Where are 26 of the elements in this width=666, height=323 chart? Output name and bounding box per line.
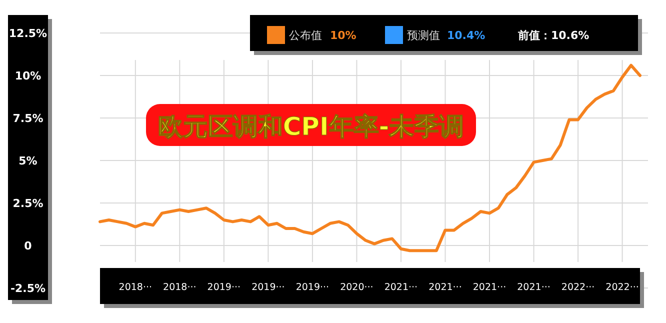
legend-label: 公布值 xyxy=(289,29,322,42)
text: 欧元区调和CPI年率-未季调 xyxy=(158,112,464,141)
annotation: 10% xyxy=(330,29,356,42)
x-tick-label: 2021··· xyxy=(472,282,506,293)
y-tick-label: 0 xyxy=(24,240,32,252)
x-tick-label: 2021··· xyxy=(517,282,550,293)
x-tick-label: 2020··· xyxy=(340,282,374,293)
annotation: 预测值 xyxy=(407,29,440,42)
x-tick-label: 2018··· xyxy=(118,282,152,293)
y-tick-label: 7.5% xyxy=(12,112,44,125)
y-tick-label: 12.5% xyxy=(8,27,48,40)
annotation: 10.4% xyxy=(447,29,486,42)
y-tick-label: 10% xyxy=(14,70,42,82)
y-tick-label: 2.5% xyxy=(12,197,44,210)
x-tick-label: 2018··· xyxy=(163,282,196,293)
x-tick-label: 2019··· xyxy=(252,282,285,293)
x-tick-label: 2019··· xyxy=(296,282,330,293)
y-tick-label: -2.5% xyxy=(10,282,46,295)
x-tick-label: 2021··· xyxy=(428,282,462,293)
x-tick-label: 2022··· xyxy=(606,282,639,293)
x-tick-label: 2019··· xyxy=(207,282,241,293)
line-series xyxy=(98,64,642,252)
x-tick-label: 2022··· xyxy=(561,282,595,293)
y-tick-label: 5% xyxy=(18,154,38,168)
annotation: 前值：10.6% xyxy=(517,29,590,42)
x-tick-label: 2021··· xyxy=(384,282,418,293)
